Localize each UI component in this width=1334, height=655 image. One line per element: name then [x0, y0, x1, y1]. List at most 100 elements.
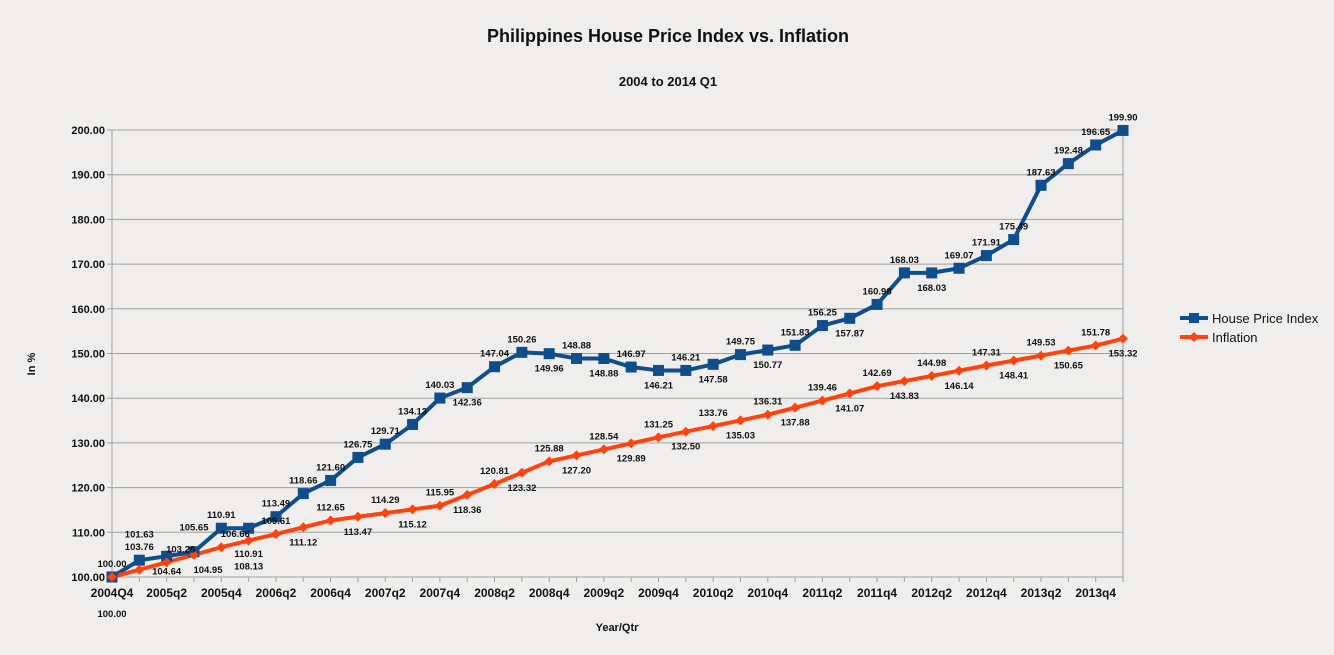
- data-point: [352, 511, 363, 522]
- data-point: [680, 364, 692, 376]
- data-point: [215, 522, 227, 534]
- y-tick-label: 180.00: [71, 214, 105, 226]
- x-tick-label: 2012q2: [911, 586, 952, 600]
- data-point: [243, 522, 255, 534]
- data-label: 150.65: [1054, 361, 1084, 372]
- y-axis-label: In %: [26, 352, 38, 375]
- data-point: [1117, 124, 1129, 136]
- legend-label: House Price Index: [1212, 311, 1319, 326]
- x-tick-label: 2004Q4: [91, 586, 134, 600]
- x-tick-label: 2007q4: [420, 586, 461, 600]
- data-label: 137.88: [781, 418, 810, 429]
- data-point: [1008, 355, 1019, 366]
- data-point: [434, 392, 446, 404]
- data-label: 139.46: [808, 383, 837, 394]
- data-label: 149.96: [535, 364, 564, 375]
- data-point: [1062, 158, 1074, 170]
- data-label: 171.91: [972, 238, 1002, 249]
- data-label: 129.89: [617, 453, 646, 464]
- data-point: [790, 402, 801, 413]
- x-tick-label: 2006q4: [310, 586, 351, 600]
- data-label: 169.07: [945, 250, 974, 261]
- data-point: [1036, 350, 1047, 361]
- y-tick-label: 200.00: [71, 125, 105, 137]
- data-label: 142.69: [863, 368, 892, 379]
- data-label: 149.53: [1026, 338, 1055, 349]
- x-tick-label: 2011q2: [802, 586, 842, 600]
- x-tick-label: 2013q2: [1021, 586, 1062, 600]
- x-tick-label: 2011q4: [857, 586, 897, 600]
- data-label: 150.77: [753, 360, 782, 371]
- data-label: 133.76: [699, 408, 728, 419]
- data-point: [216, 542, 227, 553]
- data-point: [188, 549, 199, 560]
- data-point: [980, 250, 992, 262]
- data-point: [626, 438, 637, 449]
- x-tick-label: 2009q2: [583, 586, 624, 600]
- data-label: 103.76: [125, 542, 154, 553]
- data-point: [762, 344, 774, 356]
- data-label: 111.12: [289, 537, 317, 548]
- data-point: [953, 262, 965, 274]
- x-tick-label: 2005q4: [201, 586, 242, 600]
- data-point: [1090, 340, 1101, 351]
- data-point: [462, 489, 473, 500]
- data-label: 148.88: [562, 341, 591, 352]
- data-label: 101.63: [125, 530, 154, 541]
- data-point: [652, 364, 664, 376]
- data-point: [571, 450, 582, 461]
- data-label: 118.66: [289, 476, 318, 487]
- data-point: [544, 456, 555, 467]
- data-label: 147.31: [972, 348, 1002, 359]
- data-point: [598, 353, 610, 365]
- data-label: 127.20: [562, 465, 591, 476]
- legend-item-house-price-index: House Price Index: [1180, 311, 1319, 326]
- data-label: 104.64: [152, 566, 182, 577]
- data-label: 100.00: [97, 559, 126, 570]
- data-point: [1090, 139, 1102, 151]
- data-point: [407, 504, 418, 515]
- data-label: 131.25: [644, 419, 674, 430]
- data-label: 168.03: [917, 283, 946, 294]
- data-point: [871, 298, 883, 310]
- legend-label: Inflation: [1212, 330, 1258, 345]
- data-label: 150.26: [507, 334, 536, 345]
- data-label: 146.14: [945, 381, 975, 392]
- x-tick-label: 2009q4: [638, 586, 679, 600]
- data-point: [1035, 179, 1047, 191]
- diamond-marker-icon: [1189, 332, 1199, 342]
- x-tick-label: 2013q4: [1075, 586, 1116, 600]
- data-label: 148.41: [999, 371, 1029, 382]
- data-label: 106.66: [221, 529, 250, 540]
- data-point: [107, 572, 117, 582]
- data-label: 146.21: [644, 380, 674, 391]
- x-tick-label: 2008q2: [474, 586, 515, 600]
- data-label: 151.83: [781, 327, 810, 338]
- data-point: [489, 361, 501, 373]
- data-label: 144.98: [917, 358, 946, 369]
- data-point: [954, 365, 965, 376]
- x-tick-label: 2007q2: [365, 586, 406, 600]
- data-point: [434, 500, 445, 511]
- data-point: [708, 421, 719, 432]
- square-marker-icon: [1189, 313, 1199, 323]
- data-label: 143.83: [890, 391, 919, 402]
- data-point: [489, 478, 500, 489]
- data-point: [926, 370, 937, 381]
- data-point: [1008, 234, 1020, 246]
- data-point: [380, 508, 391, 519]
- data-label: 147.58: [699, 374, 728, 385]
- data-label: 109.61: [261, 516, 291, 527]
- data-label: 110.91: [234, 549, 263, 560]
- data-label: 196.65: [1081, 127, 1111, 138]
- data-label: 175.49: [999, 222, 1028, 233]
- data-label: 114.29: [371, 495, 400, 506]
- data-label: 146.21: [671, 352, 701, 363]
- x-tick-label: 2010q2: [693, 586, 734, 600]
- data-point: [653, 432, 664, 443]
- y-tick-label: 120.00: [71, 483, 105, 495]
- data-label: 134.13: [398, 406, 427, 417]
- data-point: [789, 339, 801, 351]
- chart-title: Philippines House Price Index vs. Inflat…: [487, 26, 849, 46]
